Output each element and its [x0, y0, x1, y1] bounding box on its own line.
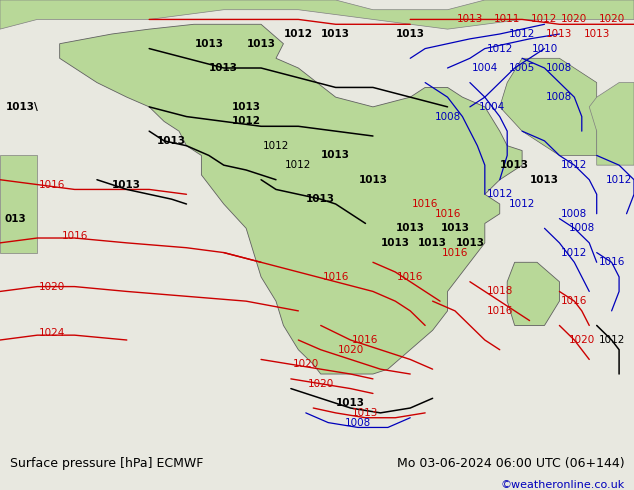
Text: 1013: 1013 — [396, 29, 425, 39]
Text: 1012: 1012 — [509, 29, 535, 39]
Text: 1013: 1013 — [209, 63, 238, 73]
Text: Surface pressure [hPa] ECMWF: Surface pressure [hPa] ECMWF — [10, 457, 203, 470]
Text: 1013: 1013 — [455, 238, 484, 248]
Text: 1020: 1020 — [561, 14, 588, 24]
Text: 1020: 1020 — [39, 282, 65, 292]
Text: 1011: 1011 — [494, 14, 521, 24]
Text: 1016: 1016 — [397, 272, 424, 282]
Text: 1013: 1013 — [195, 39, 223, 49]
Polygon shape — [507, 262, 559, 325]
Text: 1016: 1016 — [323, 272, 349, 282]
Text: 1012: 1012 — [606, 175, 632, 185]
Text: 1013: 1013 — [418, 238, 447, 248]
Text: 1012: 1012 — [285, 160, 311, 170]
Text: 1020: 1020 — [337, 345, 364, 355]
Polygon shape — [500, 58, 597, 155]
Text: 1008: 1008 — [547, 92, 573, 102]
Text: 1016: 1016 — [442, 247, 468, 258]
Text: 1013: 1013 — [547, 29, 573, 39]
Text: 1012: 1012 — [284, 29, 313, 39]
Polygon shape — [0, 0, 634, 29]
Text: 1012: 1012 — [486, 44, 513, 53]
Text: 1020: 1020 — [598, 14, 624, 24]
Text: 1013: 1013 — [358, 175, 387, 185]
Text: 1013: 1013 — [500, 160, 529, 170]
Text: 1016: 1016 — [412, 199, 438, 209]
Text: 1012: 1012 — [531, 14, 558, 24]
Text: 1016: 1016 — [434, 209, 461, 219]
Text: 1012: 1012 — [509, 199, 535, 209]
Text: 1018: 1018 — [486, 287, 513, 296]
Text: Mo 03-06-2024 06:00 UTC (06+144): Mo 03-06-2024 06:00 UTC (06+144) — [397, 457, 624, 470]
Text: 1024: 1024 — [39, 328, 65, 338]
Text: 1010: 1010 — [531, 44, 558, 53]
Text: 1020: 1020 — [569, 335, 595, 345]
Text: 1013: 1013 — [530, 175, 559, 185]
Text: 1013: 1013 — [583, 29, 610, 39]
Text: 1008: 1008 — [547, 63, 573, 73]
Text: 1013: 1013 — [247, 39, 276, 49]
Text: 1016: 1016 — [561, 296, 588, 306]
Text: 1020: 1020 — [307, 379, 334, 389]
Text: 013: 013 — [4, 214, 26, 223]
Text: 1004: 1004 — [472, 63, 498, 73]
Text: 1008: 1008 — [561, 209, 588, 219]
Text: 1013: 1013 — [231, 102, 261, 112]
Polygon shape — [60, 24, 522, 374]
Text: 1020: 1020 — [293, 359, 319, 369]
Text: 1012: 1012 — [231, 117, 261, 126]
Text: 1016: 1016 — [486, 306, 513, 316]
Text: 1005: 1005 — [509, 63, 535, 73]
Text: 1013: 1013 — [336, 398, 365, 408]
Text: 1016: 1016 — [61, 231, 87, 241]
Text: 1008: 1008 — [434, 112, 461, 122]
Text: 1008: 1008 — [345, 417, 371, 428]
Text: 1013: 1013 — [456, 14, 483, 24]
Text: 1016: 1016 — [39, 179, 65, 190]
Text: 1013: 1013 — [157, 136, 186, 146]
Text: 1013: 1013 — [306, 194, 335, 204]
Text: 1013: 1013 — [381, 238, 410, 248]
Text: 1012: 1012 — [598, 335, 625, 345]
Text: 1012: 1012 — [561, 247, 588, 258]
Text: 1013\: 1013\ — [6, 102, 39, 112]
Polygon shape — [589, 83, 634, 165]
Text: 1012: 1012 — [262, 141, 289, 151]
Polygon shape — [0, 155, 37, 252]
Text: 1012: 1012 — [561, 160, 588, 170]
Text: 1013: 1013 — [441, 223, 470, 233]
Text: 1012: 1012 — [486, 189, 513, 199]
Text: 1008: 1008 — [569, 223, 595, 233]
Text: 1013: 1013 — [321, 150, 350, 160]
Text: 1016: 1016 — [353, 335, 378, 345]
Text: 1013: 1013 — [112, 179, 141, 190]
Text: ©weatheronline.co.uk: ©weatheronline.co.uk — [500, 480, 624, 490]
Text: 1004: 1004 — [479, 102, 505, 112]
Text: 1013: 1013 — [321, 29, 350, 39]
Text: 1016: 1016 — [598, 257, 625, 268]
Text: 1013: 1013 — [353, 408, 378, 418]
Text: 1013: 1013 — [396, 223, 425, 233]
